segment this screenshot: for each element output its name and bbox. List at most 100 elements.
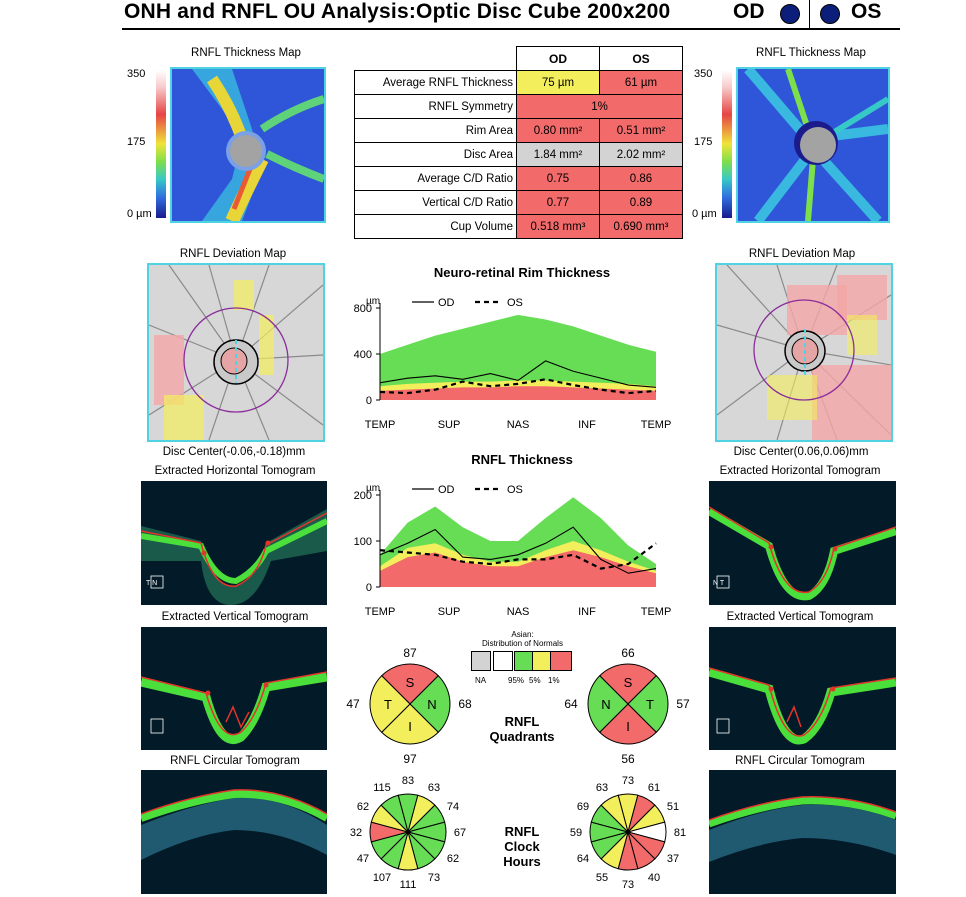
od-h-tomogram-orientation: T N — [146, 580, 158, 587]
normals-legend-line1: Asian: — [511, 630, 534, 639]
header-divider — [809, 0, 810, 28]
clock-hour-value: 73 — [428, 872, 440, 884]
table-header-blank — [354, 46, 517, 71]
os-circular-tomogram-image — [709, 770, 896, 894]
clock-hour-value: 62 — [447, 853, 459, 865]
legend-95-swatch — [514, 651, 533, 671]
od-clock-hours-chart: 83 63 74 67 62 73 111 107 47 32 62 115 — [350, 775, 466, 891]
os-color-scale-bar — [722, 70, 732, 218]
quadrant-letter-n: N — [601, 697, 610, 712]
quadrant-value-s: 66 — [621, 646, 635, 660]
os-deviation-map-title: RNFL Deviation Map — [748, 248, 856, 260]
row-label: Cup Volume — [354, 214, 517, 239]
rim-chart-title: Neuro-retinal Rim Thickness — [433, 265, 611, 280]
os-disc-center: Disc Center(0.06,0.06)mm — [733, 446, 869, 458]
x-category-label: NAS — [507, 419, 530, 431]
table-row: Rim Area 0.80 mm² 0.51 mm² — [354, 118, 683, 143]
clock-label-line3: Hours — [503, 854, 541, 869]
os-value: 0.690 mm³ — [599, 214, 683, 239]
quadrant-slice-n — [587, 675, 629, 733]
quadrant-value-n: 64 — [564, 697, 578, 711]
clock-hour-value: 32 — [350, 827, 362, 839]
clock-hour-value: 63 — [428, 782, 440, 794]
quadrant-value-s: 87 — [403, 646, 417, 660]
quadrant-letter-t: T — [646, 697, 654, 712]
od-scale-mid: 175 — [127, 136, 146, 148]
table-header-row: OD OS — [354, 46, 683, 71]
quadrant-slice-i — [381, 703, 439, 745]
os-scale-min: 0 µm — [692, 208, 717, 220]
legend-5-label: 5% — [529, 676, 541, 685]
os-vertical-tomogram-title: Extracted Vertical Tomogram — [726, 611, 874, 623]
os-horizontal-tomogram-image — [709, 481, 896, 605]
x-category-label: INF — [578, 606, 596, 618]
x-category-label: TEMP — [641, 419, 672, 431]
clock-hour-value: 63 — [596, 782, 608, 794]
os-circular-tomogram-title: RNFL Circular Tomogram — [735, 755, 865, 767]
quadrant-letter-t: T — [384, 697, 392, 712]
symmetry-value: 1% — [516, 94, 683, 119]
os-scale-mid: 175 — [694, 136, 713, 148]
od-horizontal-tomogram-title: Extracted Horizontal Tomogram — [154, 465, 316, 477]
legend-normal-white-swatch — [493, 651, 513, 671]
od-value: 0.75 — [516, 166, 600, 191]
normals-legend-line2: Distribution of Normals — [482, 639, 563, 648]
od-scale-min: 0 µm — [127, 208, 152, 220]
quadrant-letter-n: N — [427, 697, 436, 712]
table-row: Disc Area 1.84 mm² 2.02 mm² — [354, 142, 683, 167]
os-value: 0.86 — [599, 166, 683, 191]
table-header-od: OD — [516, 46, 600, 71]
x-category-label: SUP — [438, 606, 461, 618]
legend-na-swatch — [471, 651, 491, 671]
table-row: Vertical C/D Ratio 0.77 0.89 — [354, 190, 683, 215]
quadrants-label-line2: Quadrants — [489, 729, 555, 744]
y-axis-unit: µm — [366, 483, 380, 494]
quadrant-value-t: 57 — [676, 697, 690, 711]
x-category-label: TEMP — [365, 606, 396, 618]
clock-hour-value: 115 — [373, 782, 391, 794]
legend-od-label: OD — [438, 484, 455, 496]
legend-5-swatch — [532, 651, 551, 671]
od-value: 75 µm — [516, 70, 600, 95]
legend-95-label: 95% — [508, 676, 525, 685]
od-eye-dot-icon — [780, 4, 800, 24]
clock-hour-value: 111 — [400, 879, 417, 891]
clock-hour-value: 107 — [373, 872, 391, 884]
od-thickness-map-title: RNFL Thickness Map — [191, 47, 301, 59]
clock-hour-value: 83 — [402, 775, 414, 787]
quadrant-letter-s: S — [624, 675, 633, 690]
clock-hour-value: 69 — [577, 801, 589, 813]
os-deviation-map-image — [715, 263, 893, 442]
x-category-label: SUP — [438, 419, 461, 431]
clock-hour-segment — [600, 794, 629, 834]
quadrants-label-line1: RNFL — [504, 714, 540, 729]
y-tick-label: 200 — [354, 490, 372, 502]
quadrant-slice-t — [627, 675, 669, 733]
x-category-label: TEMP — [365, 419, 396, 431]
y-tick-label: 800 — [354, 303, 372, 315]
quadrant-value-i: 97 — [403, 752, 417, 766]
rnfl-chart-title: RNFL Thickness — [471, 452, 573, 467]
series-line-os — [379, 542, 657, 570]
od-circular-tomogram-title: RNFL Circular Tomogram — [170, 755, 300, 767]
normal-band-green — [380, 314, 656, 400]
normals-legend-title: Asian: Distribution of Normals — [470, 630, 575, 648]
quadrant-slice-i — [599, 703, 657, 745]
row-label: Vertical C/D Ratio — [354, 190, 517, 215]
quadrant-value-i: 56 — [621, 752, 635, 766]
quadrant-letter-i: I — [626, 719, 630, 734]
od-value: 0.80 mm² — [516, 118, 600, 143]
legend-1-label: 1% — [548, 676, 560, 685]
normal-band-red — [380, 386, 656, 400]
y-axis-unit: µm — [366, 296, 380, 307]
legend-os-label: OS — [507, 484, 523, 496]
clock-hour-value: 47 — [357, 853, 369, 865]
clock-hour-value: 61 — [648, 782, 660, 794]
x-category-label: TEMP — [641, 606, 672, 618]
os-clock-hours-chart: 73 61 51 81 37 40 73 55 64 59 69 63 — [570, 775, 686, 891]
os-vertical-tomogram-image — [709, 627, 896, 750]
x-category-label: NAS — [507, 606, 530, 618]
row-label: Average C/D Ratio — [354, 166, 517, 191]
series-line-od — [379, 526, 657, 574]
table-row: Cup Volume 0.518 mm³ 0.690 mm³ — [354, 214, 683, 239]
